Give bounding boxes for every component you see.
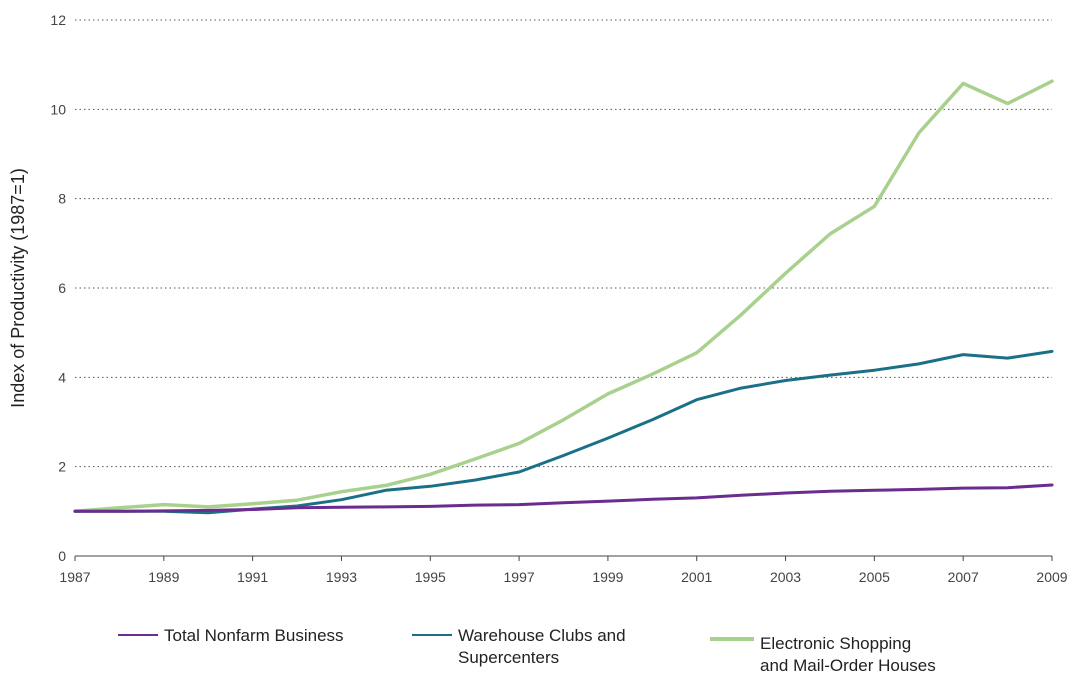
legend-label-electronic-shopping: Electronic Shopping and Mail-Order House…	[760, 634, 936, 675]
x-tick-label: 1999	[592, 569, 623, 585]
x-tick-label: 2007	[948, 569, 979, 585]
x-tick-label: 1991	[237, 569, 268, 585]
y-axis-ticks: 0 2 4 6 8 10 12	[50, 12, 66, 564]
series-line-2	[73, 79, 1054, 514]
legend-label-total-nonfarm: Total Nonfarm Business	[164, 626, 344, 645]
series-lines	[73, 79, 1054, 515]
legend-swatch-total-nonfarm	[118, 634, 158, 636]
y-tick-label: 6	[58, 280, 66, 296]
x-tick-label: 1989	[148, 569, 179, 585]
x-tick-label: 2003	[770, 569, 801, 585]
y-tick-label: 10	[50, 101, 66, 117]
gridlines	[75, 19, 1052, 468]
y-tick-label: 0	[58, 548, 66, 564]
y-tick-label: 8	[58, 191, 66, 207]
y-tick-label: 2	[58, 459, 66, 475]
x-tick-label: 1995	[415, 569, 446, 585]
series-line-0	[73, 483, 1054, 513]
x-tick-label: 2001	[681, 569, 712, 585]
legend-swatch-warehouse-clubs	[412, 634, 452, 636]
y-axis-label: Index of Productivity (1987=1)	[8, 168, 28, 408]
legend: Total Nonfarm Business Warehouse Clubs a…	[0, 625, 1073, 675]
y-tick-label: 4	[58, 369, 66, 385]
x-tick-label: 2009	[1036, 569, 1067, 585]
legend-item-warehouse-clubs: Warehouse Clubs and Supercenters	[412, 625, 626, 669]
legend-label-warehouse-clubs: Warehouse Clubs and Supercenters	[458, 626, 626, 667]
line-chart: 0 2 4 6 8 10 12 1987 1989 1991 1993 1995 1997 1999 20…	[8, 12, 1068, 585]
x-tick-label: 2005	[859, 569, 890, 585]
legend-swatch-electronic-shopping	[710, 637, 754, 641]
x-axis-ticks: 1987 1989 1991 1993 1995 1997 1999 2001 2003 2005…	[59, 556, 1068, 585]
legend-item-electronic-shopping: Electronic Shopping and Mail-Order House…	[710, 633, 936, 677]
y-tick-label: 12	[50, 12, 66, 28]
x-tick-label: 1997	[504, 569, 535, 585]
x-tick-label: 1993	[326, 569, 357, 585]
legend-item-total-nonfarm: Total Nonfarm Business	[118, 625, 344, 647]
x-tick-label: 1987	[59, 569, 90, 585]
